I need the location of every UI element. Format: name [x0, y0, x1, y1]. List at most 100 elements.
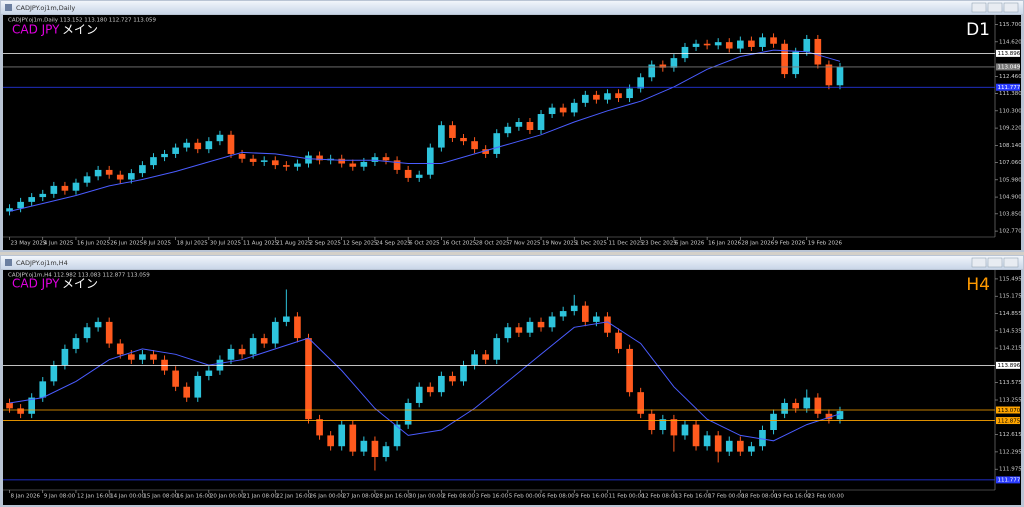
x-tick-label: 11 Aug 2025 [243, 241, 279, 247]
y-tick-label: 112.615 [999, 432, 1022, 438]
price-level-label: 113.049 [998, 65, 1021, 71]
candle-body [792, 51, 800, 75]
minimize-button[interactable] [971, 257, 987, 268]
candle-body [283, 165, 290, 167]
candle-body [194, 375, 202, 398]
chart-area[interactable] [3, 15, 1021, 250]
candle-body [238, 348, 246, 355]
candle-body [128, 354, 135, 360]
maximize-button[interactable] [987, 2, 1003, 13]
minimize-button[interactable] [971, 2, 987, 13]
candle-body [83, 327, 91, 339]
candle-body [404, 169, 412, 178]
candle-body [725, 42, 733, 49]
candle-body [604, 316, 611, 333]
x-tick-label: 2 Sep 2025 [309, 241, 341, 247]
candle-body [249, 158, 257, 162]
maximize-button[interactable] [987, 257, 1003, 268]
candle-body [714, 42, 722, 46]
symbol-label: CAD JPY [12, 277, 60, 291]
x-tick-label: 6 Oct 2025 [409, 241, 440, 247]
x-tick-label: 9 Feb 16:00 [575, 494, 608, 500]
candle-body [825, 413, 833, 420]
candle-body [183, 142, 191, 148]
mode-label: メイン [62, 277, 98, 291]
chart-area[interactable] [3, 270, 1021, 505]
price-level-label: 113.896 [998, 51, 1021, 57]
candle-body [803, 397, 811, 409]
close-button[interactable] [1003, 257, 1019, 268]
candle-body [371, 440, 379, 458]
candle-body [626, 88, 633, 99]
x-tick-label: 18 Feb 08:00 [741, 494, 778, 500]
price-level-label: 111.777 [998, 85, 1021, 91]
candle-body [72, 182, 80, 191]
candle-body [360, 440, 368, 452]
candle-body [781, 43, 788, 75]
candle-body [759, 37, 766, 47]
candle-body [537, 321, 545, 328]
candle-body [648, 64, 656, 78]
candle-body [50, 365, 58, 382]
candle-body [438, 375, 445, 393]
candle-body [415, 174, 423, 178]
candle-body [216, 134, 224, 142]
x-tick-label: 13 Feb 16:00 [675, 494, 712, 500]
candle-body [626, 348, 633, 393]
price-level-box [996, 83, 1020, 91]
y-tick-label: 115.495 [999, 276, 1022, 282]
y-tick-label: 113.255 [999, 398, 1022, 404]
candle-body [105, 321, 113, 344]
y-tick-label: 114.215 [999, 346, 1022, 352]
candle-body [305, 155, 312, 164]
x-tick-label: 16 Jan 16:00 [177, 494, 212, 500]
timeframe-label: H4 [966, 275, 990, 295]
window-title: CADJPY.oj1m,Daily [16, 4, 75, 12]
candle-body [449, 125, 456, 138]
x-tick-label: 23 May 2025 [11, 241, 47, 247]
price-level-box [996, 63, 1020, 71]
close-button[interactable] [1003, 2, 1019, 13]
candle-body [703, 435, 711, 447]
candle-body [338, 158, 346, 164]
price-level-box [996, 417, 1020, 425]
price-level-box [996, 361, 1020, 369]
candle-body [249, 338, 257, 355]
candle-body [294, 316, 301, 339]
candle-body [648, 413, 656, 430]
candle-body [116, 174, 124, 180]
candle-body [460, 137, 467, 142]
candle-body [770, 413, 777, 430]
candle-body [316, 419, 323, 436]
symbol-label: CAD JPY [12, 23, 60, 37]
x-tick-label: 30 Jul 2025 [210, 241, 242, 247]
price-level-label: 112.875 [998, 418, 1021, 424]
candle-body [836, 411, 844, 420]
x-tick-label: 12 Jan 16:00 [77, 494, 112, 500]
x-tick-label: 12 Sep 2025 [343, 241, 378, 247]
candle-body [61, 348, 69, 366]
candle-body [194, 142, 202, 150]
x-tick-label: 16 Jun 2025 [77, 241, 111, 247]
x-tick-label: 19 Nov 2025 [542, 241, 578, 247]
candle-body [526, 122, 534, 130]
candle-body [6, 402, 13, 409]
candle-body [559, 311, 567, 317]
candle-body [570, 102, 578, 113]
x-tick-label: 11 Dec 2025 [608, 241, 644, 247]
price-level-label: 113.896 [998, 363, 1021, 369]
y-tick-label: 115.175 [999, 294, 1022, 300]
candle-body [172, 370, 179, 387]
x-tick-label: 6 Feb 08:00 [542, 494, 575, 500]
candle-body [471, 141, 478, 150]
candle-body [205, 141, 213, 150]
x-tick-label: 19 Feb 16:00 [775, 494, 812, 500]
x-tick-label: 19 Feb 2026 [808, 241, 843, 247]
y-tick-label: 110.300 [999, 108, 1022, 114]
x-tick-label: 2 Feb 08:00 [442, 494, 475, 500]
candle-body [271, 321, 279, 344]
x-tick-label: 8 Jan 2026 [11, 494, 41, 500]
candle-body [836, 66, 844, 86]
candle-body [482, 354, 489, 360]
y-tick-label: 109.220 [999, 126, 1022, 132]
